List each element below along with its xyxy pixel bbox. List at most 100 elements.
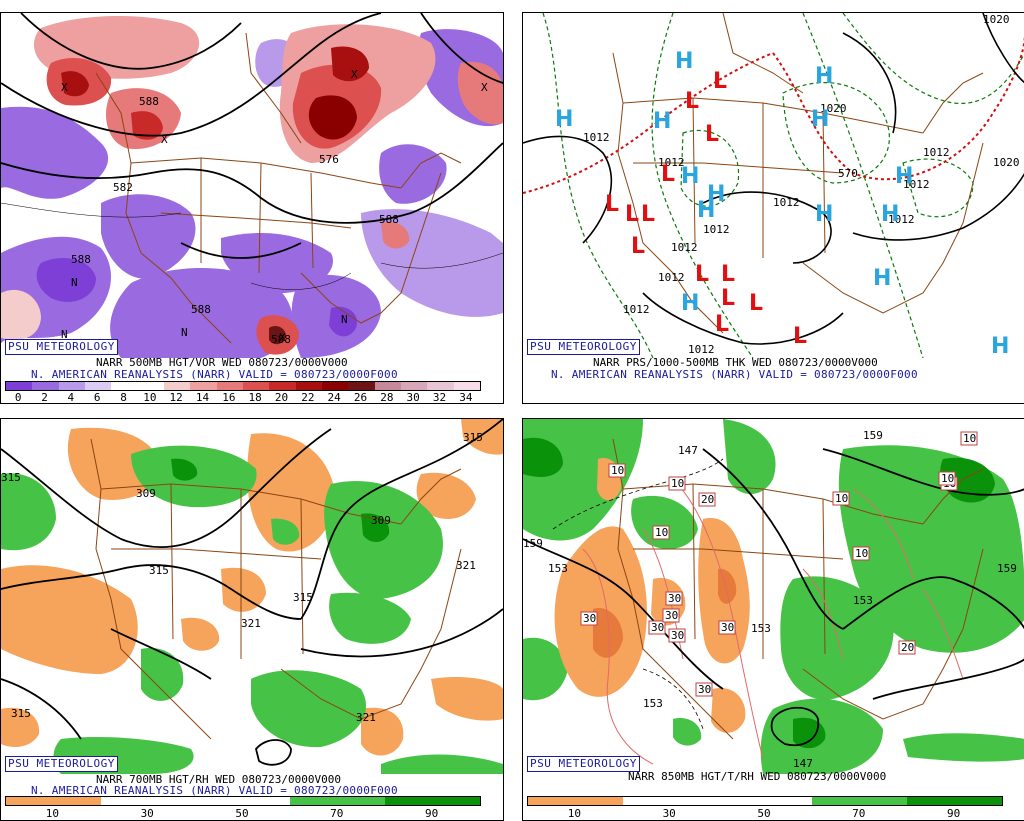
vorticity-max-marker: X <box>61 81 68 94</box>
colorbar-tick-label: 70 <box>852 807 866 820</box>
temp-label: 10 <box>855 547 868 560</box>
low-pressure-marker: L <box>713 69 727 94</box>
colorbar-swatch <box>385 797 480 805</box>
contour-labels-500mb: 588 582 576 588 588 588 588 <box>71 95 399 346</box>
colorbar-swatch <box>907 797 1002 805</box>
contour-label: 315 <box>149 564 169 577</box>
colorbar-tick-label: 50 <box>757 807 771 820</box>
colorbar-tick-label: 2 <box>41 391 48 404</box>
contour-label: 159 <box>997 562 1017 575</box>
contour-label: 321 <box>356 711 376 724</box>
high-pressure-marker: H <box>811 107 829 132</box>
colorbar-swatch <box>216 382 243 390</box>
temp-label: 10 <box>671 477 684 490</box>
high-pressure-marker: H <box>555 107 573 132</box>
colorbar-tick-label: 8 <box>120 391 127 404</box>
colorbar-swatch <box>717 797 813 805</box>
colorbar-tick-label: 12 <box>169 391 183 404</box>
isobar-label: 1020 <box>820 102 847 115</box>
colorbar-tick-label: 32 <box>432 391 447 404</box>
high-pressure-marker: H <box>707 182 725 207</box>
isobar-labels: 1020 1012 1012 1012 1012 1012 1012 1012 … <box>583 13 1020 356</box>
colorbar-tick-label: 20 <box>274 391 289 404</box>
contour-label: 153 <box>548 562 568 575</box>
low-pressure-marker: L <box>793 324 807 349</box>
low-pressure-marker: L <box>721 262 735 287</box>
isobar-label: 1012 <box>658 271 685 284</box>
high-pressure-marker: H <box>697 198 715 223</box>
high-pressure-marker: H <box>653 109 671 134</box>
low-pressure-marker: L <box>625 202 639 227</box>
vorticity-markers: N N N N X X X X X <box>61 68 488 344</box>
isobar-label: 1012 <box>658 156 685 169</box>
isobar-label: 1012 <box>773 196 800 209</box>
temp-label: 30 <box>665 609 678 622</box>
contour-label: 153 <box>853 594 873 607</box>
colorbar-tick-label: 10 <box>45 807 60 820</box>
colorbar-tick-label: 30 <box>662 807 676 820</box>
isobar-label: 1012 <box>688 343 715 356</box>
colorbar-tick-label: 30 <box>406 391 420 404</box>
contour-label: 321 <box>456 559 476 572</box>
colorbar-tick-label: 34 <box>459 391 473 404</box>
colorbar-tick-label: 90 <box>946 807 961 820</box>
contour-label: 153 <box>751 622 771 635</box>
isobar-label: 1020 <box>993 156 1020 169</box>
colorbar-swatch <box>374 382 401 390</box>
low-pressure-centers: L L L L L L L L L L L L L L <box>605 69 807 349</box>
colorbar-swatch <box>295 382 322 390</box>
high-pressure-marker: H <box>881 202 899 227</box>
high-pressure-marker: H <box>681 164 699 189</box>
isobar-label: 1012 <box>903 178 930 191</box>
temp-label: 30 <box>583 612 596 625</box>
colorbar-tick-label: 6 <box>93 391 101 404</box>
colorbar-rh <box>5 796 481 806</box>
high-pressure-marker: H <box>681 291 699 316</box>
colorbar-tick-label: 18 <box>248 391 262 404</box>
colorbar-swatch <box>190 382 217 390</box>
low-pressure-marker: L <box>705 122 719 147</box>
isobar-label: 1012 <box>671 241 698 254</box>
panel-caption: NARR 500MB HGT/VOR WED 080723/0000V000 <box>96 356 348 369</box>
panel-valid-caption: N. AMERICAN REANALYSIS (NARR) VALID = 08… <box>31 784 398 797</box>
brand-label: PSU METEOROLOGY <box>5 339 118 355</box>
high-pressure-marker: H <box>815 202 833 227</box>
colorbar-tick-label: 24 <box>327 391 341 404</box>
contour-label: 315 <box>1 471 21 484</box>
colorbar-swatch <box>290 797 386 805</box>
contour-label: 153 <box>643 697 663 710</box>
panel-caption: NARR 700MB HGT/RH WED 080723/0000V000 <box>96 773 342 786</box>
contour-label: 588 <box>191 303 211 316</box>
temp-label: 10 <box>941 472 954 485</box>
contour-label: 147 <box>793 757 813 770</box>
isobar-label: 1012 <box>623 303 650 316</box>
vorticity-min-marker: N <box>61 328 68 341</box>
colorbar-tick-label: 70 <box>330 807 344 820</box>
brand-label: PSU METEOROLOGY <box>527 339 640 355</box>
contour-label: 588 <box>71 253 91 266</box>
panel-valid-caption: N. AMERICAN REANALYSIS (NARR) VALID = 08… <box>31 368 398 381</box>
low-pressure-marker: L <box>631 234 645 259</box>
high-pressure-marker: H <box>895 164 913 189</box>
colorbar-swatch <box>84 382 112 390</box>
colorbar-swatch <box>269 382 296 390</box>
panel-valid-caption: N. AMERICAN REANALYSIS (NARR) VALID = 08… <box>551 368 918 381</box>
isobar-label: 1012 <box>583 131 610 144</box>
contour-label: 588 <box>139 95 159 108</box>
map-pressure-thickness: 1020 1012 1012 1012 1012 1012 1012 1012 … <box>523 13 1024 358</box>
contour-label: 588 <box>379 213 399 226</box>
vorticity-max-marker: X <box>161 133 168 146</box>
temp-label: 30 <box>668 592 681 605</box>
low-pressure-marker: L <box>605 192 619 217</box>
colorbar-swatch <box>6 382 33 390</box>
temperature-labels: 10 10 20 10 10 10 10 10 10 30 30 30 30 3… <box>580 431 978 697</box>
temp-label: 10 <box>835 492 848 505</box>
panel-700mb-rh: 315 309 315 309 315 321 321 315 321 315 … <box>0 418 504 821</box>
high-pressure-marker: H <box>675 49 693 74</box>
colorbar-swatch <box>528 797 623 805</box>
low-pressure-marker: L <box>749 291 763 316</box>
colorbar-swatch <box>100 797 196 805</box>
colorbar-swatch <box>163 382 191 390</box>
isobar-label: 1012 <box>923 146 950 159</box>
colorbar-vorticity <box>5 381 481 391</box>
